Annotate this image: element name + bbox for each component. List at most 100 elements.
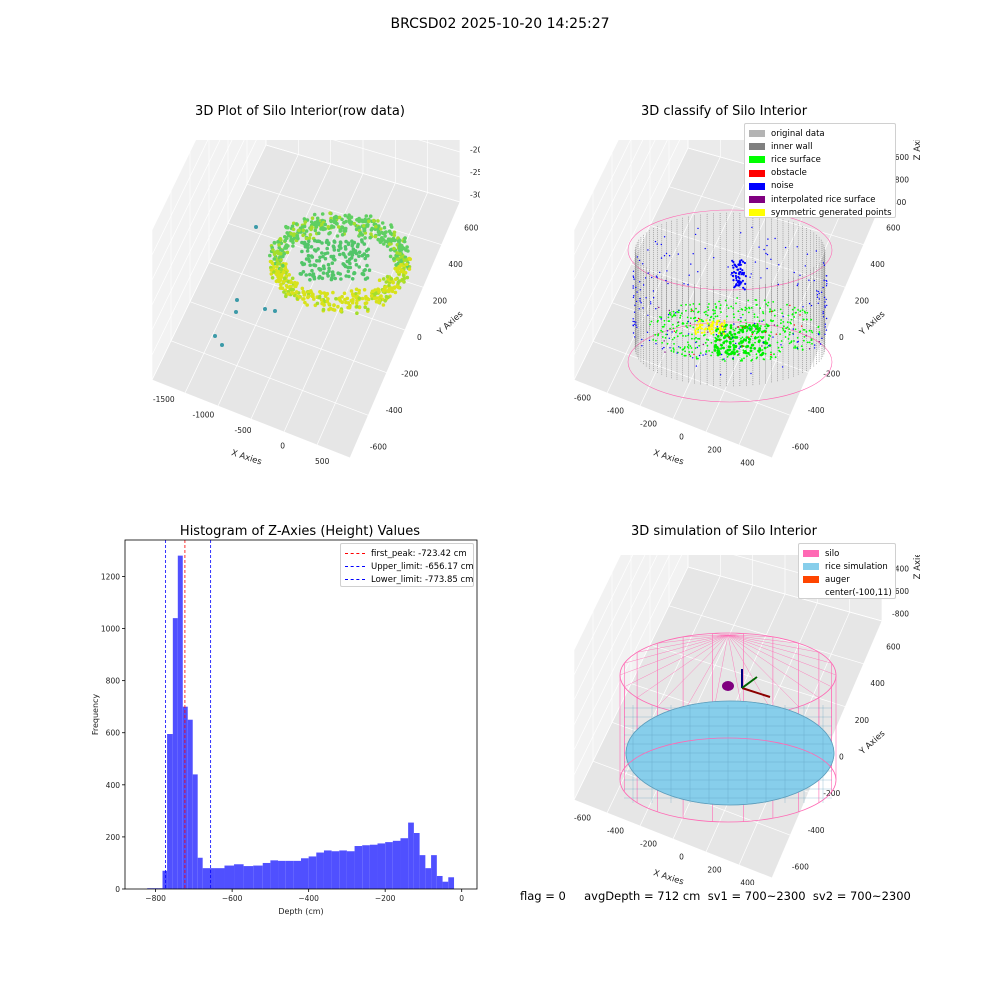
p1-point	[284, 262, 288, 266]
p4-zlabel: Z Axies (Depth)	[913, 555, 920, 579]
p1-outlier	[234, 310, 238, 314]
p2-rice-point	[762, 312, 765, 315]
p2-noise-point	[678, 309, 680, 311]
p2-noise-point	[687, 284, 689, 286]
p2-rice-point	[682, 348, 685, 351]
p2-ytick: -600	[792, 443, 809, 452]
p1-xtick: -1500	[153, 395, 175, 404]
p2-rice-point	[688, 351, 691, 353]
p1-point	[284, 283, 289, 288]
hist-bar	[448, 877, 455, 889]
hist-ytick-label: 800	[106, 677, 121, 686]
p2-rice-point	[793, 306, 796, 309]
p2-rice-point	[718, 300, 720, 303]
p4-silo-roof	[727, 634, 799, 644]
p2-rice-point	[672, 323, 674, 326]
p1-point	[347, 274, 351, 279]
p2-symmetric-point	[721, 329, 724, 332]
hist-ytick-label: 0	[115, 885, 120, 894]
p2-obstacle-point	[691, 309, 693, 312]
p4-silo-roof	[624, 634, 729, 687]
p2-rice-point	[719, 304, 722, 306]
p2-rice-point	[710, 354, 712, 357]
p2-rice-point	[685, 303, 687, 306]
p2-noise-point	[646, 331, 649, 333]
p2-noise-point	[639, 281, 641, 283]
p1-point	[393, 277, 398, 282]
p2-noise-point	[739, 346, 741, 348]
p1-point	[363, 305, 367, 309]
p1-point	[347, 259, 351, 264]
p1-point	[308, 278, 312, 282]
p2-noise-point	[732, 266, 735, 269]
hist-bar	[243, 866, 254, 889]
p1-point	[401, 273, 406, 278]
p2-ztick: -800	[892, 176, 909, 185]
p4-silo-roof	[712, 633, 729, 636]
p1-point	[308, 272, 312, 277]
p1-point	[338, 252, 342, 257]
p1-point	[402, 258, 406, 262]
p1-point	[306, 253, 311, 258]
p1-point	[348, 220, 352, 225]
p2-rice-point	[799, 310, 802, 313]
p2-rice-point	[744, 319, 747, 321]
p1-point	[275, 264, 279, 269]
p1-point	[392, 286, 397, 290]
p1-point	[377, 278, 382, 282]
p1-point	[303, 300, 307, 305]
p2-rice-point	[782, 329, 785, 331]
p2-ytick: -200	[823, 370, 840, 379]
p2-rice-point	[769, 355, 772, 358]
p2-obstacle-point	[693, 353, 695, 356]
p1-point	[354, 251, 359, 256]
p2-rice-point	[763, 299, 766, 302]
hist-bar	[270, 860, 279, 889]
p1-point	[325, 246, 329, 251]
p2-rice-point	[732, 348, 736, 351]
p1-point	[369, 232, 373, 236]
p2-rice-point	[726, 355, 729, 358]
p2-rice-point	[732, 313, 735, 316]
p2-rice-point	[724, 299, 727, 302]
p2-symmetric-point	[723, 322, 726, 325]
p1-point	[365, 263, 369, 268]
p2-rice-point	[750, 359, 753, 362]
hist-bar	[392, 840, 401, 889]
p4-grid	[573, 555, 658, 726]
p2-rice-point	[762, 319, 765, 322]
p2-noise-point	[780, 344, 782, 346]
p2-rice-point	[650, 320, 653, 323]
p2-rice-point	[679, 314, 682, 317]
p2-noise-point	[736, 268, 739, 271]
p1-point	[295, 281, 299, 285]
p2-noise-point	[782, 315, 784, 318]
p2-obstacle-point	[737, 326, 740, 328]
p2-noise-point	[715, 334, 718, 336]
p1-point	[331, 273, 336, 277]
p1-point	[363, 236, 367, 240]
p2-rice-point	[801, 309, 804, 311]
p1-point	[381, 231, 385, 236]
p2-rice-point	[720, 333, 723, 337]
p2-noise-point	[814, 344, 816, 346]
p1-point	[379, 294, 383, 298]
p1-point	[395, 257, 400, 261]
p2-rice-point	[669, 311, 671, 314]
p1-point	[382, 289, 386, 293]
p2-rice-point	[799, 330, 802, 333]
p2-noise-point	[821, 337, 823, 339]
p2-rice-point	[745, 336, 749, 339]
p2-rice-point	[766, 304, 769, 307]
p1-point	[277, 273, 281, 277]
p2-ytick: 200	[855, 296, 870, 305]
hist-xtick-label: 0	[459, 894, 464, 903]
p2-rice-point	[780, 322, 782, 325]
p2-noise-point	[825, 317, 828, 320]
p2-rice-point	[694, 347, 697, 350]
p2-rice-point	[790, 340, 793, 342]
p2-rice-point	[741, 330, 745, 334]
legend-entry: center(-100,11)	[803, 587, 892, 600]
p1-point	[321, 264, 326, 268]
p2-noise-point	[824, 305, 826, 307]
